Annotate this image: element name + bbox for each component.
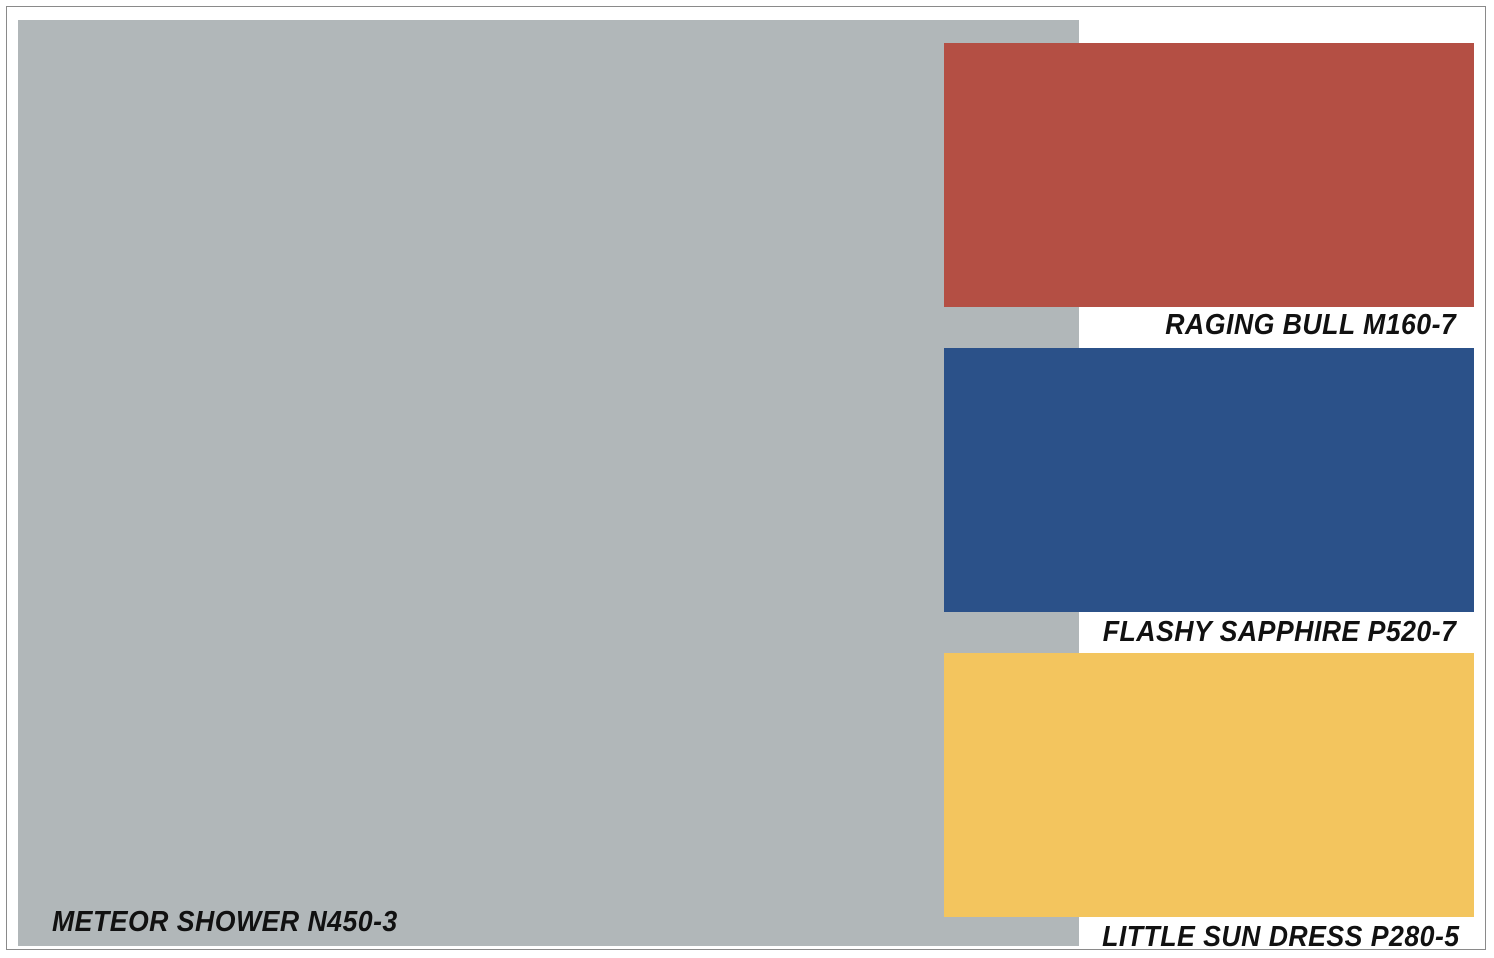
swatch-meteor-shower — [18, 20, 1079, 946]
swatch-little-sun-dress — [944, 653, 1474, 917]
swatch-raging-bull — [944, 43, 1474, 307]
swatch-flashy-sapphire — [944, 348, 1474, 612]
label-flashy-sapphire: FLASHY SAPPHIRE P520-7 — [1102, 616, 1456, 648]
label-meteor-shower: METEOR SHOWER N450-3 — [52, 906, 398, 938]
label-raging-bull: RAGING BULL M160-7 — [1165, 309, 1456, 341]
label-little-sun-dress: LITTLE SUN DRESS P280-5 — [1102, 921, 1460, 953]
